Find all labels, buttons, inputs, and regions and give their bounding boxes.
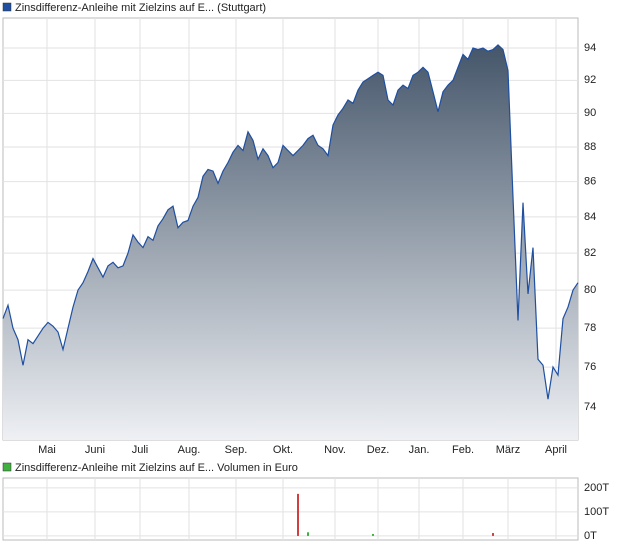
y-tick-label: 74 <box>584 401 596 413</box>
y-tick-label: 80 <box>584 284 596 296</box>
x-tick-label: März <box>496 444 520 456</box>
x-tick-label: Juli <box>132 444 149 456</box>
volume-bar <box>297 493 299 536</box>
y-tick-label: 76 <box>584 361 596 373</box>
y-tick-label: 0T <box>584 530 597 542</box>
legend-swatch <box>2 2 12 12</box>
y-tick-label: 94 <box>584 42 596 54</box>
y-tick-label: 200T <box>584 482 609 494</box>
x-tick-label: Jan. <box>409 444 430 456</box>
x-tick-label: Sep. <box>225 444 248 456</box>
x-tick-label: Nov. <box>324 444 346 456</box>
x-tick-label: Okt. <box>273 444 293 456</box>
x-tick-label: Aug. <box>178 444 201 456</box>
x-tick-label: April <box>545 444 567 456</box>
legend-label: Zinsdifferenz-Anleihe mit Zielzins auf E… <box>15 2 266 14</box>
x-tick-label: Juni <box>85 444 105 456</box>
y-tick-label: 78 <box>584 322 596 334</box>
x-tick-label: Dez. <box>367 444 390 456</box>
volume-bar <box>372 533 374 536</box>
y-tick-label: 88 <box>584 141 596 153</box>
volume-bar <box>307 532 309 536</box>
y-tick-label: 84 <box>584 211 596 223</box>
price-line <box>2 44 579 400</box>
legend-swatch <box>2 462 12 472</box>
y-tick-label: 82 <box>584 247 596 259</box>
plot-area <box>2 477 579 541</box>
x-tick-label: Mai <box>38 444 56 456</box>
area-fill <box>3 44 578 441</box>
volume-bar <box>492 533 494 536</box>
y-tick-label: 86 <box>584 175 596 187</box>
y-tick-label: 90 <box>584 107 596 119</box>
x-tick-label: Feb. <box>452 444 474 456</box>
legend-label: Zinsdifferenz-Anleihe mit Zielzins auf E… <box>15 462 298 474</box>
y-tick-label: 92 <box>584 74 596 86</box>
y-tick-label: 100T <box>584 506 609 518</box>
